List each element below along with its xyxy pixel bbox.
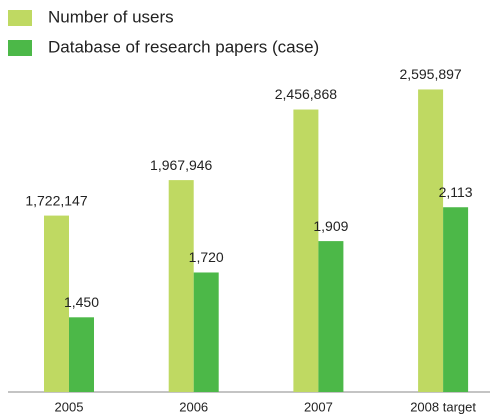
bar [69,317,94,392]
x-tick-label: 2005 [55,399,84,414]
data-label: 1,722,147 [25,192,87,208]
data-label: 1,967,946 [150,157,212,173]
data-label: 2,456,868 [275,86,337,102]
bar [418,89,444,392]
data-label: 2,595,897 [399,66,461,82]
bar [443,207,469,392]
legend-label: Number of users [48,7,174,26]
x-tick-label: 2008 target [410,399,476,414]
data-label: 1,450 [64,294,99,310]
bar [193,272,219,392]
bar [44,215,69,392]
bar [318,241,344,392]
x-tick-label: 2006 [179,399,208,414]
data-label: 2,113 [439,184,473,200]
bar [293,109,319,392]
legend-label: Database of research papers (case) [48,37,319,56]
data-label: 1,720 [189,249,224,265]
data-label: 1,909 [313,218,348,234]
legend-swatch [8,40,32,56]
x-tick-label: 2007 [304,399,333,414]
legend-swatch [8,10,32,26]
bar [168,180,194,392]
